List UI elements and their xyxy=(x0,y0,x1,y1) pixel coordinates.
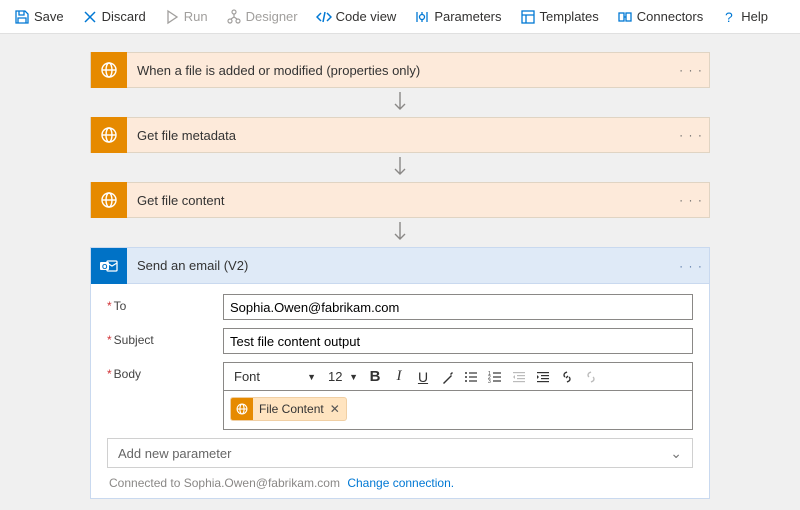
save-button[interactable]: Save xyxy=(6,5,72,29)
indent-button[interactable] xyxy=(532,366,554,388)
numberlist-button[interactable]: 123 xyxy=(484,366,506,388)
richtext-toolbar: Font▼ 12▼ B I U 123 xyxy=(223,362,693,390)
designer-icon xyxy=(226,9,242,25)
designer-canvas: When a file is added or modified (proper… xyxy=(0,34,800,509)
help-button[interactable]: ? Help xyxy=(713,5,776,29)
discard-label: Discard xyxy=(102,9,146,24)
save-icon xyxy=(14,9,30,25)
toolbar: Save Discard Run Designer Code view Para… xyxy=(0,0,800,34)
body-label: *Body xyxy=(107,362,223,381)
dynamic-content-chip[interactable]: File Content ✕ xyxy=(230,397,347,421)
card-menu-button[interactable]: · · · xyxy=(673,193,709,207)
connectors-button[interactable]: Connectors xyxy=(609,5,711,29)
card-menu-button[interactable]: · · · xyxy=(673,259,709,273)
send-email-card: O Send an email (V2) · · · *To *Subject … xyxy=(90,247,710,499)
codeview-icon xyxy=(316,9,332,25)
underline-button[interactable]: U xyxy=(412,366,434,388)
card-title: Get file content xyxy=(127,193,673,208)
chip-label: File Content xyxy=(259,402,324,416)
help-icon: ? xyxy=(721,9,737,25)
card-menu-button[interactable]: · · · xyxy=(673,63,709,77)
card-title: When a file is added or modified (proper… xyxy=(127,63,673,78)
bold-button[interactable]: B xyxy=(364,366,386,388)
connectors-label: Connectors xyxy=(637,9,703,24)
textcolor-button[interactable] xyxy=(436,366,458,388)
parameters-label: Parameters xyxy=(434,9,501,24)
sharepoint-icon xyxy=(231,398,253,420)
connection-footer: Connected to Sophia.Owen@fabrikam.com Ch… xyxy=(107,468,693,490)
help-label: Help xyxy=(741,9,768,24)
chip-remove-button[interactable]: ✕ xyxy=(330,402,340,416)
bulletlist-button[interactable] xyxy=(460,366,482,388)
italic-button[interactable]: I xyxy=(388,366,410,388)
svg-text:O: O xyxy=(102,264,108,271)
flow-arrow xyxy=(393,92,407,115)
add-param-label: Add new parameter xyxy=(118,446,231,461)
to-input[interactable] xyxy=(223,294,693,320)
templates-button[interactable]: Templates xyxy=(512,5,607,29)
parameters-button[interactable]: Parameters xyxy=(406,5,509,29)
save-label: Save xyxy=(34,9,64,24)
outlook-icon: O xyxy=(91,248,127,284)
card-title: Get file metadata xyxy=(127,128,673,143)
to-label: *To xyxy=(107,294,223,313)
sharepoint-icon xyxy=(91,182,127,218)
sharepoint-icon xyxy=(91,52,127,88)
card-menu-button[interactable]: · · · xyxy=(673,128,709,142)
action-card-metadata[interactable]: Get file metadata · · · xyxy=(90,117,710,153)
run-button[interactable]: Run xyxy=(156,5,216,29)
run-icon xyxy=(164,9,180,25)
chevron-down-icon: ⌄ xyxy=(670,445,682,462)
designer-label: Designer xyxy=(246,9,298,24)
email-card-header[interactable]: O Send an email (V2) · · · xyxy=(91,248,709,284)
add-parameter-dropdown[interactable]: Add new parameter ⌄ xyxy=(107,438,693,468)
svg-text:?: ? xyxy=(725,9,733,25)
svg-text:3: 3 xyxy=(488,379,491,384)
subject-label: *Subject xyxy=(107,328,223,347)
outdent-button[interactable] xyxy=(508,366,530,388)
discard-icon xyxy=(82,9,98,25)
templates-icon xyxy=(520,9,536,25)
run-label: Run xyxy=(184,9,208,24)
codeview-button[interactable]: Code view xyxy=(308,5,405,29)
flow-arrow xyxy=(393,222,407,245)
codeview-label: Code view xyxy=(336,9,397,24)
designer-button[interactable]: Designer xyxy=(218,5,306,29)
sharepoint-icon xyxy=(91,117,127,153)
subject-input[interactable] xyxy=(223,328,693,354)
fontsize-select[interactable]: 12▼ xyxy=(322,366,362,388)
action-card-content[interactable]: Get file content · · · xyxy=(90,182,710,218)
trigger-card[interactable]: When a file is added or modified (proper… xyxy=(90,52,710,88)
change-connection-link[interactable]: Change connection. xyxy=(347,476,454,490)
body-editor[interactable]: File Content ✕ xyxy=(223,390,693,430)
parameters-icon xyxy=(414,9,430,25)
email-card-title: Send an email (V2) xyxy=(127,258,673,273)
templates-label: Templates xyxy=(540,9,599,24)
link-button[interactable] xyxy=(556,366,578,388)
font-select[interactable]: Font▼ xyxy=(228,366,320,388)
connectors-icon xyxy=(617,9,633,25)
discard-button[interactable]: Discard xyxy=(74,5,154,29)
unlink-button[interactable] xyxy=(580,366,602,388)
flow-arrow xyxy=(393,157,407,180)
